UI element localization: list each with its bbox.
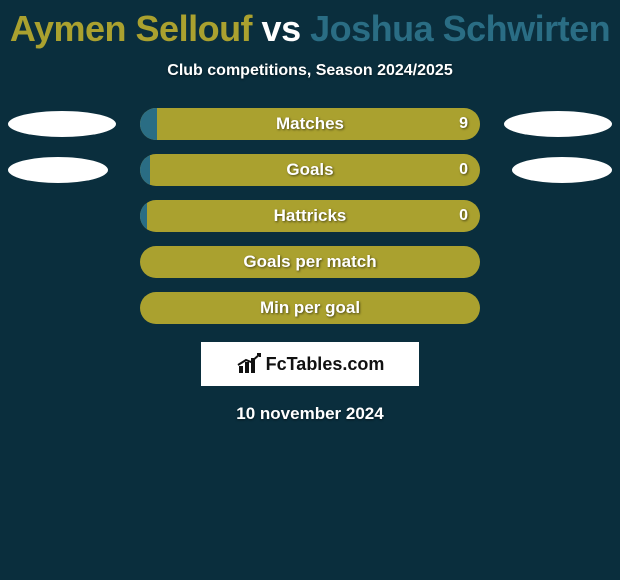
page-title: Aymen Sellouf vs Joshua Schwirten <box>0 0 620 50</box>
right-ellipse <box>512 157 612 183</box>
stat-bar: Min per goal <box>140 292 480 324</box>
stat-bar: Goals per match <box>140 246 480 278</box>
stat-label: Hattricks <box>140 200 480 232</box>
left-ellipse <box>8 111 116 137</box>
stat-label: Matches <box>140 108 480 140</box>
subtitle: Club competitions, Season 2024/2025 <box>0 62 620 80</box>
stat-value: 0 <box>459 154 468 186</box>
vs-text: vs <box>252 8 310 49</box>
stat-row: Goals0 <box>0 154 620 186</box>
stat-label: Goals per match <box>140 246 480 278</box>
stat-bar: Goals0 <box>140 154 480 186</box>
stat-bar: Matches9 <box>140 108 480 140</box>
left-ellipse <box>8 157 108 183</box>
stat-row: Goals per match <box>0 246 620 278</box>
stat-bar: Hattricks0 <box>140 200 480 232</box>
bar-chart-icon <box>236 353 262 375</box>
stat-row: Hattricks0 <box>0 200 620 232</box>
right-ellipse <box>504 111 612 137</box>
stat-label: Goals <box>140 154 480 186</box>
logo-text: FcTables.com <box>266 354 385 375</box>
stat-value: 0 <box>459 200 468 232</box>
stat-row: Matches9 <box>0 108 620 140</box>
stat-rows: Matches9Goals0Hattricks0Goals per matchM… <box>0 108 620 324</box>
player2-name: Joshua Schwirten <box>310 8 610 49</box>
stat-value: 9 <box>459 108 468 140</box>
logo-box: FcTables.com <box>201 342 419 386</box>
date-text: 10 november 2024 <box>0 404 620 424</box>
stat-row: Min per goal <box>0 292 620 324</box>
player1-name: Aymen Sellouf <box>10 8 252 49</box>
stat-label: Min per goal <box>140 292 480 324</box>
